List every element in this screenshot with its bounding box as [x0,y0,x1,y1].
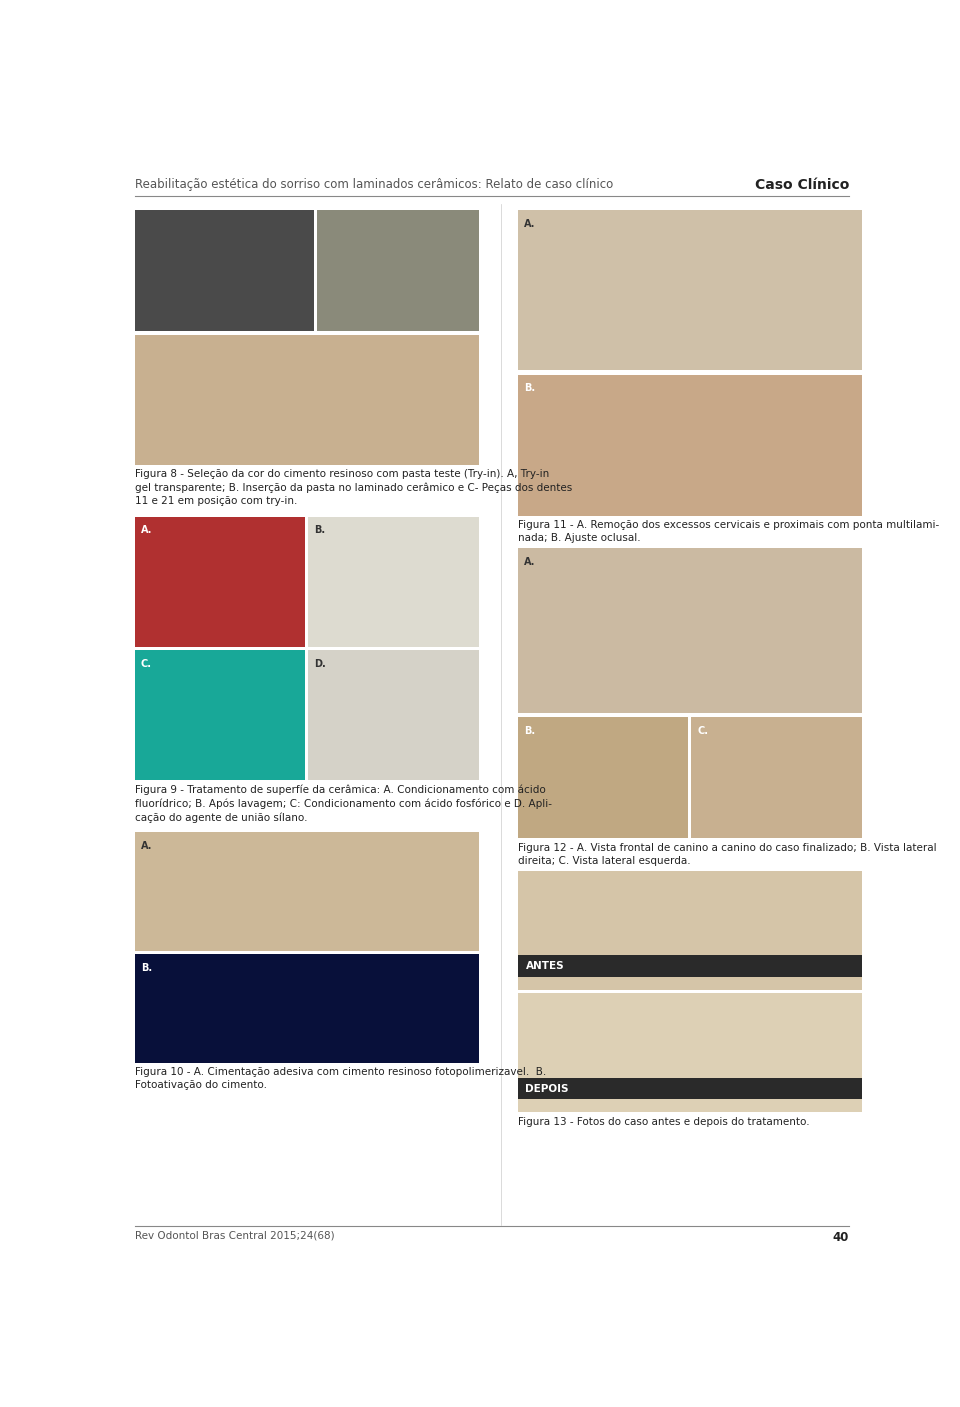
Text: B.: B. [524,383,535,394]
Bar [308,650,479,779]
Text: B.: B. [314,525,325,535]
Bar [518,993,862,1113]
Text: Figura 9 - Tratamento de superfíe da cerâmica: A. Condicionamento com ácido
fluo: Figura 9 - Tratamento de superfíe da cer… [134,784,552,823]
Text: Caso Clínico: Caso Clínico [755,177,849,191]
Text: A.: A. [524,218,536,229]
Bar [518,374,862,515]
Bar [134,954,479,1062]
Text: Figura 12 - A. Vista frontal de canino a canino do caso finalizado; B. Vista lat: Figura 12 - A. Vista frontal de canino a… [518,843,937,865]
Text: A.: A. [524,557,536,567]
Bar [518,1078,862,1099]
Text: B.: B. [141,962,152,974]
Bar [518,955,862,976]
Bar [134,335,479,464]
Bar [518,871,862,991]
Text: C.: C. [697,726,708,736]
Bar [691,718,862,839]
Text: A.: A. [141,525,153,535]
Text: Figura 10 - A. Cimentação adesiva com cimento resinoso fotopolimerizavel.  B.
Fo: Figura 10 - A. Cimentação adesiva com ci… [134,1067,546,1090]
Text: Figura 13 - Fotos do caso antes e depois do tratamento.: Figura 13 - Fotos do caso antes e depois… [518,1117,809,1127]
Bar [518,549,862,713]
Text: Reabilitação estética do sorriso com laminados cerâmicos: Relato de caso clínico: Reabilitação estética do sorriso com lam… [134,177,613,190]
Text: Rev Odontol Bras Central 2015;24(68): Rev Odontol Bras Central 2015;24(68) [134,1231,334,1241]
Text: Figura 11 - A. Remoção dos excessos cervicais e proximais com ponta multilami-
n: Figura 11 - A. Remoção dos excessos cerv… [518,519,939,543]
Text: ANTES: ANTES [525,961,564,971]
Bar [134,210,314,332]
Bar [134,832,479,951]
Bar [518,210,862,370]
Text: B.: B. [524,726,535,736]
Text: D.: D. [314,658,326,668]
Bar [134,650,305,779]
Text: DEPOIS: DEPOIS [525,1083,569,1093]
Bar [134,516,305,647]
Bar [308,516,479,647]
Text: Figura 8 - Seleção da cor do cimento resinoso com pasta teste (Try-in). A, Try-i: Figura 8 - Seleção da cor do cimento res… [134,469,572,507]
Bar [317,210,479,332]
Text: C.: C. [141,658,152,668]
Text: A.: A. [141,840,153,851]
Text: 40: 40 [832,1231,849,1244]
Bar [518,718,688,839]
